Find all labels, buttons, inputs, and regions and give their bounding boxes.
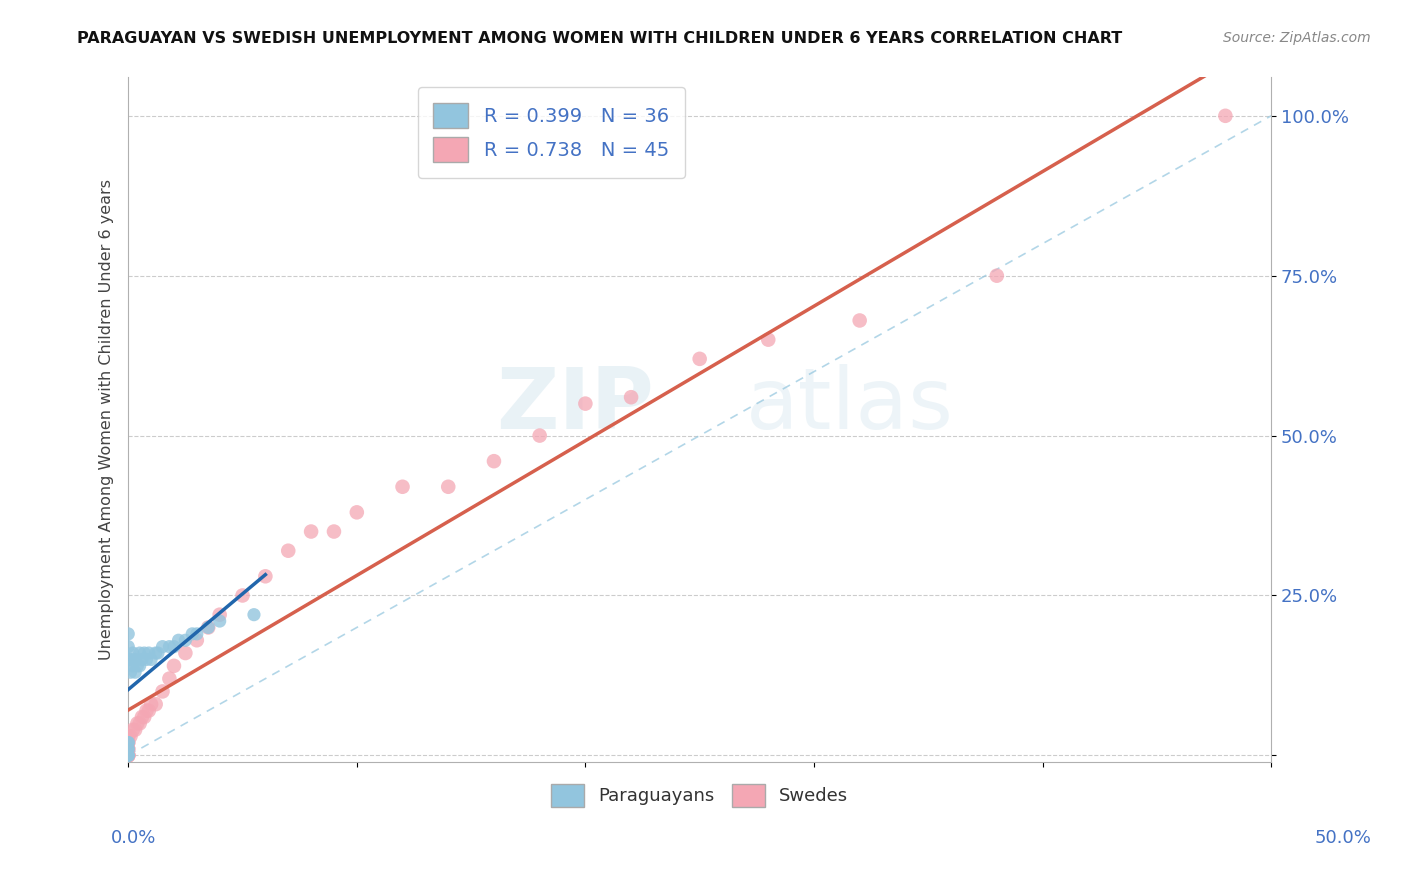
- Point: [181, 627, 204, 641]
- Point: [138, 704, 160, 718]
- Point: [986, 268, 1008, 283]
- Point: [117, 748, 139, 763]
- Point: [139, 697, 162, 711]
- Point: [208, 614, 231, 628]
- Point: [117, 735, 139, 749]
- Point: [117, 735, 139, 749]
- Point: [437, 480, 460, 494]
- Point: [135, 652, 157, 666]
- Point: [163, 658, 186, 673]
- Point: [145, 697, 167, 711]
- Point: [117, 748, 139, 763]
- Point: [117, 627, 139, 641]
- Point: [146, 646, 169, 660]
- Text: Source: ZipAtlas.com: Source: ZipAtlas.com: [1223, 31, 1371, 45]
- Point: [1215, 109, 1237, 123]
- Point: [120, 652, 142, 666]
- Point: [117, 640, 139, 654]
- Point: [174, 633, 197, 648]
- Point: [157, 672, 180, 686]
- Point: [128, 658, 150, 673]
- Point: [574, 396, 596, 410]
- Point: [120, 665, 142, 680]
- Point: [117, 742, 139, 756]
- Point: [391, 480, 413, 494]
- Y-axis label: Unemployment Among Women with Children Under 6 years: Unemployment Among Women with Children U…: [100, 179, 114, 660]
- Point: [254, 569, 277, 583]
- Text: ZIP: ZIP: [496, 365, 654, 448]
- Point: [134, 710, 156, 724]
- Point: [128, 646, 150, 660]
- Point: [135, 704, 157, 718]
- Point: [117, 742, 139, 756]
- Point: [117, 748, 139, 763]
- Point: [134, 646, 156, 660]
- Text: PARAGUAYAN VS SWEDISH UNEMPLOYMENT AMONG WOMEN WITH CHILDREN UNDER 6 YEARS CORRE: PARAGUAYAN VS SWEDISH UNEMPLOYMENT AMONG…: [77, 31, 1122, 46]
- Point: [145, 646, 167, 660]
- Point: [231, 589, 253, 603]
- Point: [117, 748, 139, 763]
- Point: [117, 748, 139, 763]
- Point: [277, 543, 299, 558]
- Point: [117, 729, 139, 743]
- Point: [124, 665, 146, 680]
- Point: [121, 646, 143, 660]
- Point: [117, 748, 139, 763]
- Point: [346, 505, 368, 519]
- Point: [138, 646, 160, 660]
- Point: [120, 729, 142, 743]
- Point: [117, 742, 139, 756]
- Point: [124, 652, 146, 666]
- Point: [117, 652, 139, 666]
- Point: [128, 716, 150, 731]
- Point: [208, 607, 231, 622]
- Point: [197, 620, 219, 634]
- Point: [620, 390, 643, 404]
- Point: [299, 524, 322, 539]
- Point: [152, 640, 174, 654]
- Point: [117, 748, 139, 763]
- Point: [121, 723, 143, 737]
- Point: [131, 652, 153, 666]
- Point: [174, 646, 197, 660]
- Legend: Paraguayans, Swedes: Paraguayans, Swedes: [544, 777, 856, 814]
- Point: [157, 640, 180, 654]
- Point: [482, 454, 505, 468]
- Text: 50.0%: 50.0%: [1315, 829, 1371, 847]
- Point: [127, 658, 149, 673]
- Point: [117, 729, 139, 743]
- Point: [117, 735, 139, 749]
- Point: [121, 658, 143, 673]
- Point: [756, 333, 779, 347]
- Point: [127, 716, 149, 731]
- Text: 0.0%: 0.0%: [111, 829, 156, 847]
- Text: atlas: atlas: [745, 365, 953, 448]
- Point: [197, 620, 219, 634]
- Point: [689, 351, 711, 366]
- Point: [529, 428, 551, 442]
- Point: [186, 627, 208, 641]
- Point: [117, 742, 139, 756]
- Point: [186, 633, 208, 648]
- Point: [243, 607, 266, 622]
- Point: [117, 735, 139, 749]
- Point: [139, 652, 162, 666]
- Point: [848, 313, 870, 327]
- Point: [152, 684, 174, 698]
- Point: [131, 710, 153, 724]
- Point: [163, 640, 186, 654]
- Point: [124, 723, 146, 737]
- Point: [167, 633, 190, 648]
- Point: [323, 524, 346, 539]
